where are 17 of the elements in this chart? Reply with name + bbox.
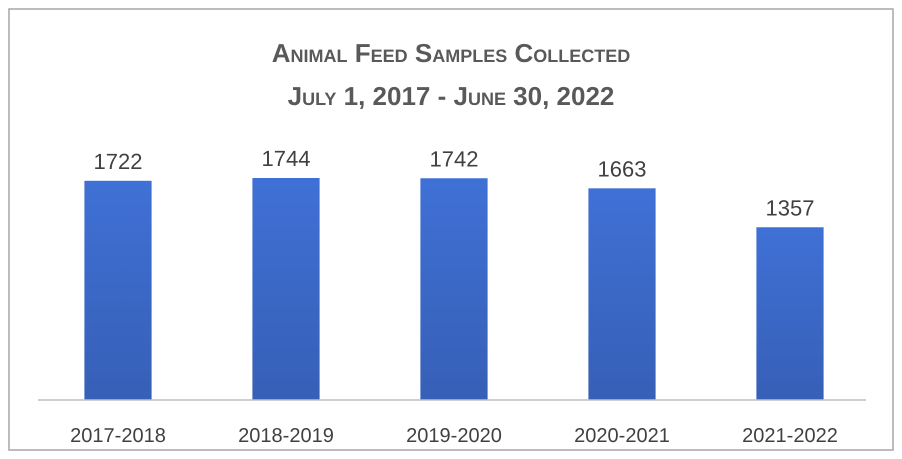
- bar: [756, 227, 824, 400]
- data-label: 1722: [94, 148, 142, 174]
- data-label: 1742: [430, 146, 478, 172]
- x-tick-label: 2019-2020: [406, 425, 502, 447]
- x-tick-label: 2018-2019: [238, 425, 334, 447]
- x-tick-label: 2021-2022: [742, 425, 838, 447]
- x-tick-label: 2017-2018: [70, 425, 166, 447]
- x-tick-label: 2020-2021: [574, 425, 670, 447]
- chart-subtitle: July 1, 2017 - June 30, 2022: [288, 81, 614, 111]
- chart-title: Animal Feed Samples Collected: [272, 38, 630, 68]
- data-label: 1663: [598, 156, 646, 182]
- data-label: 1357: [766, 195, 814, 220]
- bar: [252, 178, 320, 400]
- bar: [420, 178, 488, 400]
- bar: [588, 188, 656, 400]
- bar: [84, 180, 152, 400]
- data-label: 1744: [262, 146, 310, 171]
